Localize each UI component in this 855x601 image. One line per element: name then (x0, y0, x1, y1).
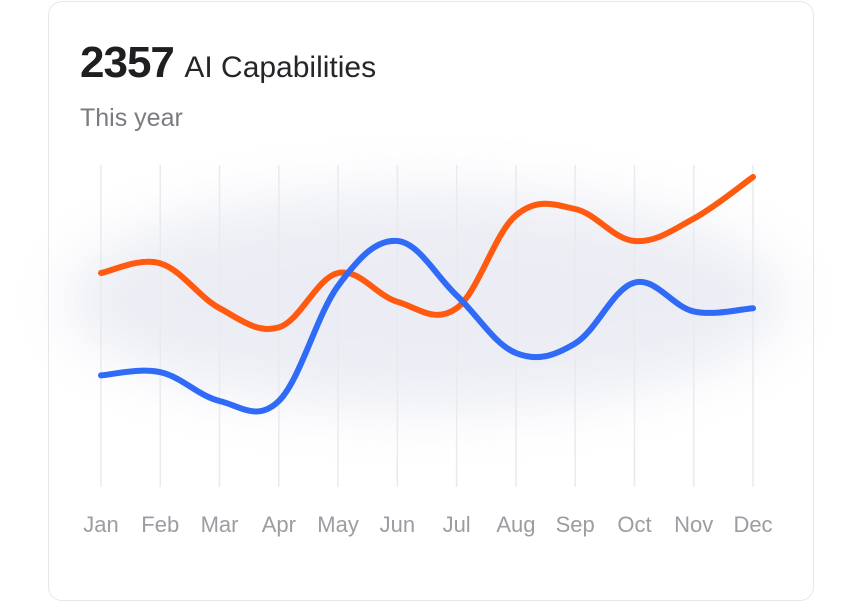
x-tick-label: Jun (380, 512, 415, 537)
chart-series (98, 174, 756, 415)
series-line-2 (98, 237, 756, 415)
chart-grid (100, 165, 754, 487)
x-tick-label: Jan (83, 512, 118, 537)
x-tick-label: Dec (733, 512, 772, 537)
chart-shadow (67, 190, 787, 410)
x-tick-label: Sep (556, 512, 595, 537)
x-tick-label: Aug (496, 512, 535, 537)
line-chart: Jan Feb Mar Apr May Jun Jul Aug Sep Oct Nov Dec (67, 165, 787, 537)
capability-label: AI Capabilities (184, 51, 377, 84)
x-tick-label: Oct (617, 512, 651, 537)
series-line-1 (98, 174, 756, 332)
x-tick-label: Jul (443, 512, 471, 537)
x-tick-label: Feb (141, 512, 179, 537)
x-axis-labels: Jan Feb Mar Apr May Jun Jul Aug Sep Oct Nov Dec (83, 512, 772, 537)
x-tick-label: Apr (262, 512, 296, 537)
chart-glow (67, 190, 787, 410)
x-tick-label: Mar (201, 512, 239, 537)
chart-headline: 2357 AI Capabilities (80, 38, 376, 88)
chart-subtitle: This year (80, 104, 183, 132)
x-tick-label: May (317, 512, 359, 537)
capability-count: 2357 (80, 38, 175, 87)
x-tick-label: Nov (674, 512, 713, 537)
